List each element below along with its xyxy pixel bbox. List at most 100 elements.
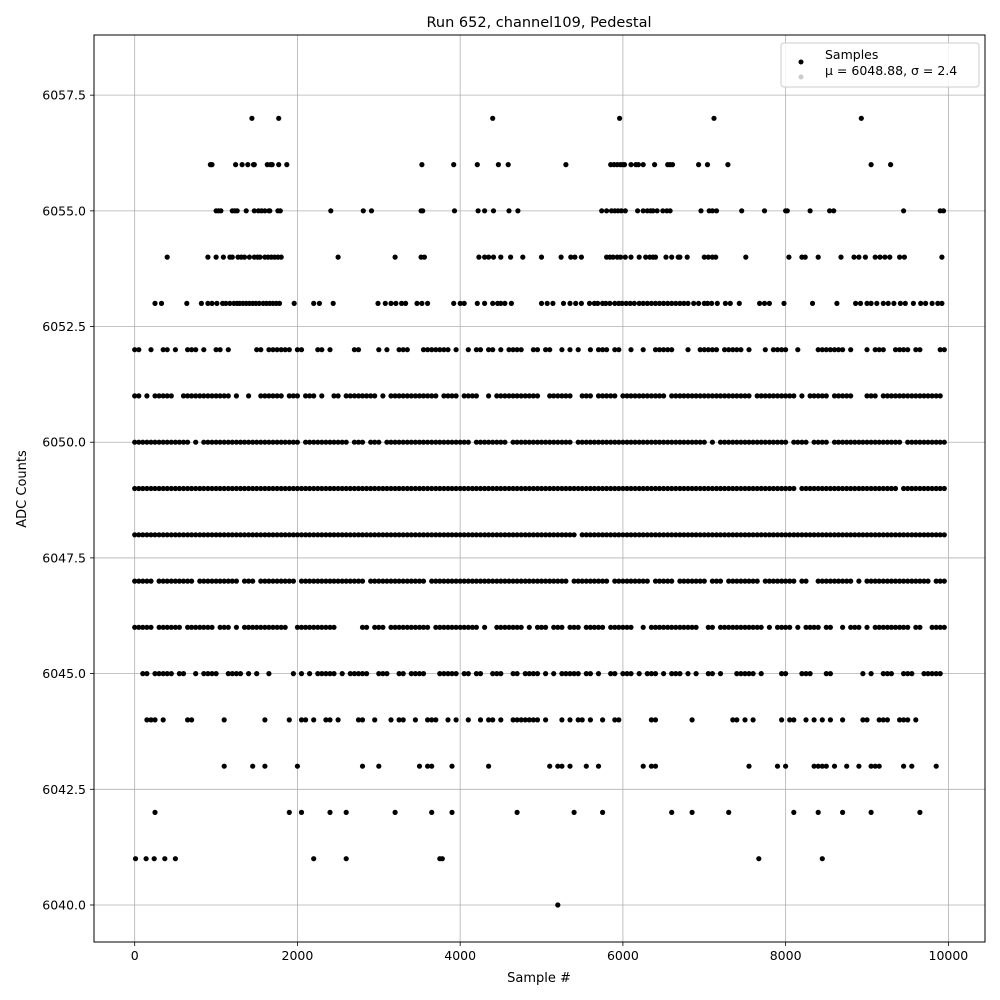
data-point	[160, 347, 166, 353]
data-point	[913, 439, 919, 445]
data-point	[677, 578, 683, 584]
data-point	[351, 671, 357, 677]
data-point	[848, 624, 854, 630]
data-point	[274, 532, 280, 538]
data-point	[290, 393, 296, 399]
data-point	[921, 485, 927, 492]
legend-marker-stats	[798, 74, 804, 80]
data-point	[250, 532, 256, 538]
data-point	[164, 485, 170, 492]
data-point	[510, 624, 516, 630]
data-point	[278, 578, 284, 584]
data-point	[640, 578, 646, 584]
data-point	[913, 578, 919, 584]
data-point	[262, 624, 268, 630]
data-point	[282, 439, 288, 445]
data-point	[274, 393, 280, 399]
data-point	[176, 578, 182, 584]
data-point	[661, 485, 667, 492]
data-point	[156, 485, 162, 492]
data-point	[437, 347, 443, 353]
data-point	[225, 347, 231, 353]
data-point	[506, 624, 512, 630]
data-point	[498, 393, 504, 399]
data-point	[514, 532, 520, 538]
data-point	[136, 624, 142, 630]
data-point	[697, 578, 703, 584]
data-point	[876, 347, 882, 353]
data-point	[368, 532, 374, 538]
data-point	[258, 439, 264, 445]
data-point	[669, 300, 675, 306]
data-point	[185, 393, 191, 399]
data-point	[441, 485, 447, 492]
legend-marker-samples	[798, 59, 804, 65]
data-point	[648, 624, 655, 630]
data-point	[583, 393, 589, 399]
data-point	[351, 393, 357, 399]
data-point	[213, 485, 219, 492]
data-point	[465, 347, 471, 353]
data-point	[465, 717, 471, 723]
data-point	[746, 485, 752, 492]
data-point	[168, 671, 174, 677]
data-point	[835, 532, 842, 538]
data-point	[600, 624, 606, 630]
data-point	[717, 393, 724, 399]
data-point	[343, 809, 349, 816]
data-point	[575, 578, 581, 584]
data-point	[921, 393, 927, 399]
data-point	[205, 485, 211, 492]
data-point	[884, 532, 891, 538]
data-point	[392, 532, 398, 538]
data-point	[848, 485, 854, 492]
data-point	[534, 393, 541, 399]
data-point	[246, 532, 252, 538]
data-point	[901, 485, 907, 492]
data-point	[376, 578, 382, 584]
data-point	[220, 254, 226, 260]
data-point	[640, 485, 646, 492]
data-point	[392, 254, 398, 260]
data-point	[571, 671, 577, 677]
data-point	[868, 300, 874, 306]
data-point	[583, 485, 589, 492]
data-point	[612, 671, 618, 677]
data-point	[591, 578, 598, 584]
data-point	[604, 578, 610, 584]
data-point	[701, 347, 707, 353]
data-point	[616, 532, 622, 538]
data-point	[758, 671, 764, 677]
data-point	[412, 532, 418, 538]
data-point	[587, 485, 594, 492]
data-point	[600, 347, 606, 353]
data-point	[518, 439, 524, 445]
data-point	[648, 532, 655, 538]
data-point	[815, 393, 821, 399]
data-point	[697, 485, 703, 492]
data-point	[933, 485, 939, 492]
data-point	[583, 578, 589, 584]
data-point	[591, 439, 598, 445]
data-point	[388, 485, 394, 492]
data-point	[270, 578, 276, 584]
data-point	[327, 347, 333, 353]
data-point	[439, 856, 445, 862]
data-point	[913, 717, 919, 723]
data-point	[654, 208, 660, 214]
data-point	[661, 671, 667, 677]
data-point	[218, 208, 224, 214]
data-point	[831, 439, 838, 445]
data-point	[940, 208, 947, 214]
data-point	[457, 439, 463, 445]
data-point	[449, 763, 455, 769]
data-point	[213, 347, 219, 353]
data-point	[742, 671, 748, 677]
data-point	[905, 717, 911, 723]
data-point	[477, 485, 484, 492]
data-point	[660, 208, 666, 214]
data-point	[514, 624, 520, 630]
data-point	[888, 485, 895, 492]
data-point	[560, 300, 567, 306]
data-point	[827, 208, 833, 214]
